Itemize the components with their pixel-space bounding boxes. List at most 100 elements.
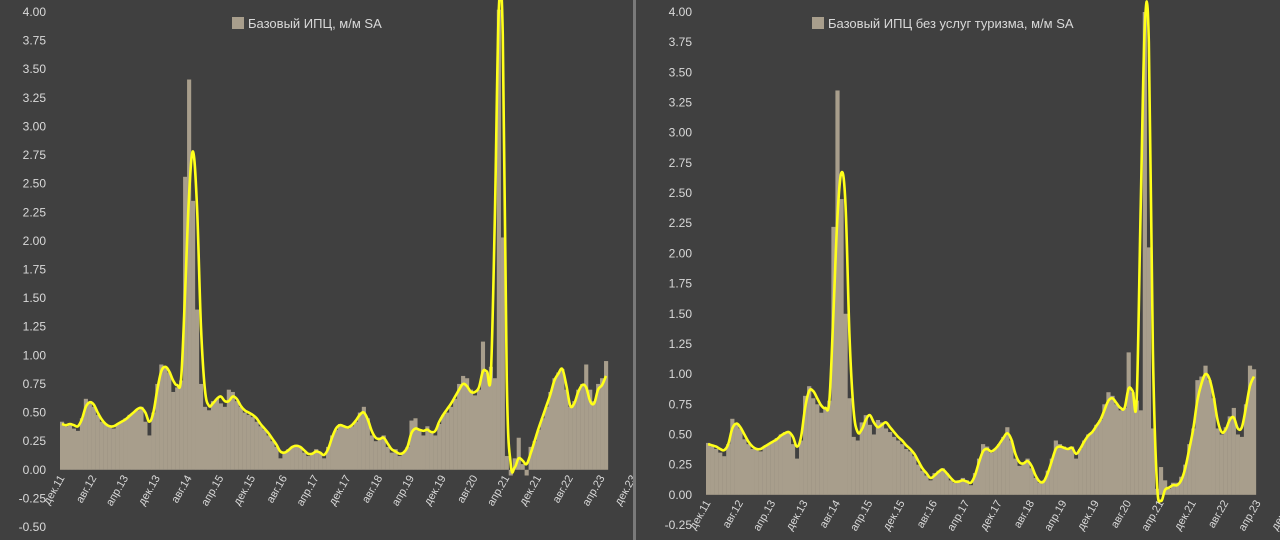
bar xyxy=(107,426,112,470)
bar xyxy=(1033,477,1038,495)
bar xyxy=(770,441,775,495)
legend-swatch xyxy=(812,17,824,29)
bar xyxy=(1074,458,1079,495)
bar xyxy=(421,435,426,470)
bar xyxy=(912,456,917,495)
bar xyxy=(202,406,208,470)
x-tick-label: апр.23 xyxy=(1236,498,1263,533)
bar xyxy=(1199,376,1204,495)
bar xyxy=(1053,440,1058,495)
bar xyxy=(361,406,366,470)
x-tick-label: авг.22 xyxy=(551,473,576,505)
bar xyxy=(726,444,731,495)
bar xyxy=(163,366,168,470)
bar xyxy=(441,414,446,470)
x-tick-label: дек.19 xyxy=(1075,498,1102,532)
bar xyxy=(580,383,585,470)
bar xyxy=(1017,465,1022,495)
bar xyxy=(843,313,848,495)
bar xyxy=(1247,365,1253,495)
y-tick-label: 0.00 xyxy=(669,488,693,502)
bar xyxy=(924,475,929,495)
bar xyxy=(250,417,255,470)
bar xyxy=(952,482,957,495)
bar xyxy=(115,424,120,470)
x-tick-label: авг.18 xyxy=(360,473,385,505)
y-tick-label: 0.25 xyxy=(669,458,693,472)
bar xyxy=(151,412,156,470)
bar xyxy=(887,432,893,495)
y-tick-label: 1.00 xyxy=(669,367,693,381)
bar xyxy=(353,421,358,470)
bar xyxy=(989,452,994,495)
bar xyxy=(879,422,885,495)
y-tick-label: 0.25 xyxy=(23,434,47,448)
bar xyxy=(944,473,949,495)
y-tick-label: 1.00 xyxy=(23,348,47,362)
bar xyxy=(425,426,430,470)
bar xyxy=(754,448,759,495)
bar xyxy=(528,446,533,470)
bar xyxy=(859,422,864,495)
bar xyxy=(738,428,743,495)
bar xyxy=(401,452,406,470)
bar xyxy=(932,473,937,495)
bar xyxy=(524,469,529,476)
x-tick-label: авг.22 xyxy=(1206,498,1231,530)
bar xyxy=(67,424,73,470)
y-tick-label: 2.00 xyxy=(23,234,47,248)
bar xyxy=(246,414,251,470)
bar xyxy=(556,372,561,470)
bar xyxy=(60,421,65,470)
bar xyxy=(1021,463,1026,495)
x-tick-label: апр.17 xyxy=(945,498,972,533)
bar xyxy=(159,364,164,470)
x-tick-label: апр.15 xyxy=(848,498,875,533)
bar xyxy=(1207,380,1212,495)
bar xyxy=(222,406,227,470)
bar xyxy=(871,434,876,495)
bar xyxy=(326,446,331,470)
bar xyxy=(520,464,525,470)
bar xyxy=(892,436,897,495)
bar xyxy=(397,456,402,470)
bar xyxy=(750,448,755,495)
bar xyxy=(516,437,521,470)
x-tick-label: авг.20 xyxy=(1109,498,1134,530)
bar xyxy=(1203,365,1208,495)
bar xyxy=(318,452,323,470)
bar xyxy=(191,200,196,470)
bar xyxy=(230,391,235,470)
bar xyxy=(405,446,410,470)
bar xyxy=(349,426,354,470)
bar xyxy=(1005,427,1010,495)
bar xyxy=(278,458,283,470)
bar xyxy=(956,480,961,495)
bar xyxy=(334,429,339,470)
x-axis: дек.11 авг.12 апр.13 дек.13 авг.14 апр.15 дек.… xyxy=(687,498,1280,533)
bar xyxy=(409,420,414,470)
legend-label: Базовый ИПЦ без услуг туризма, м/м SA xyxy=(828,16,1074,31)
bar xyxy=(306,456,311,470)
bar xyxy=(1065,448,1071,495)
bar xyxy=(794,458,800,495)
y-tick-label: 3.50 xyxy=(23,62,47,76)
bar xyxy=(916,464,921,495)
bar xyxy=(135,410,140,470)
x-tick-label: апр.13 xyxy=(751,498,778,533)
y-tick-label: -0.50 xyxy=(19,520,47,534)
bar xyxy=(341,426,347,470)
bar xyxy=(167,372,172,470)
bar xyxy=(1195,380,1200,495)
bar xyxy=(572,401,577,470)
bar xyxy=(1146,247,1151,495)
bar xyxy=(588,389,593,470)
bar xyxy=(1049,458,1054,495)
y-tick-label: 1.75 xyxy=(23,263,47,277)
bar xyxy=(453,398,458,470)
bar xyxy=(1102,404,1107,495)
bar xyxy=(1191,428,1196,495)
bar xyxy=(1126,352,1131,495)
x-tick-label: дек.15 xyxy=(231,473,258,507)
